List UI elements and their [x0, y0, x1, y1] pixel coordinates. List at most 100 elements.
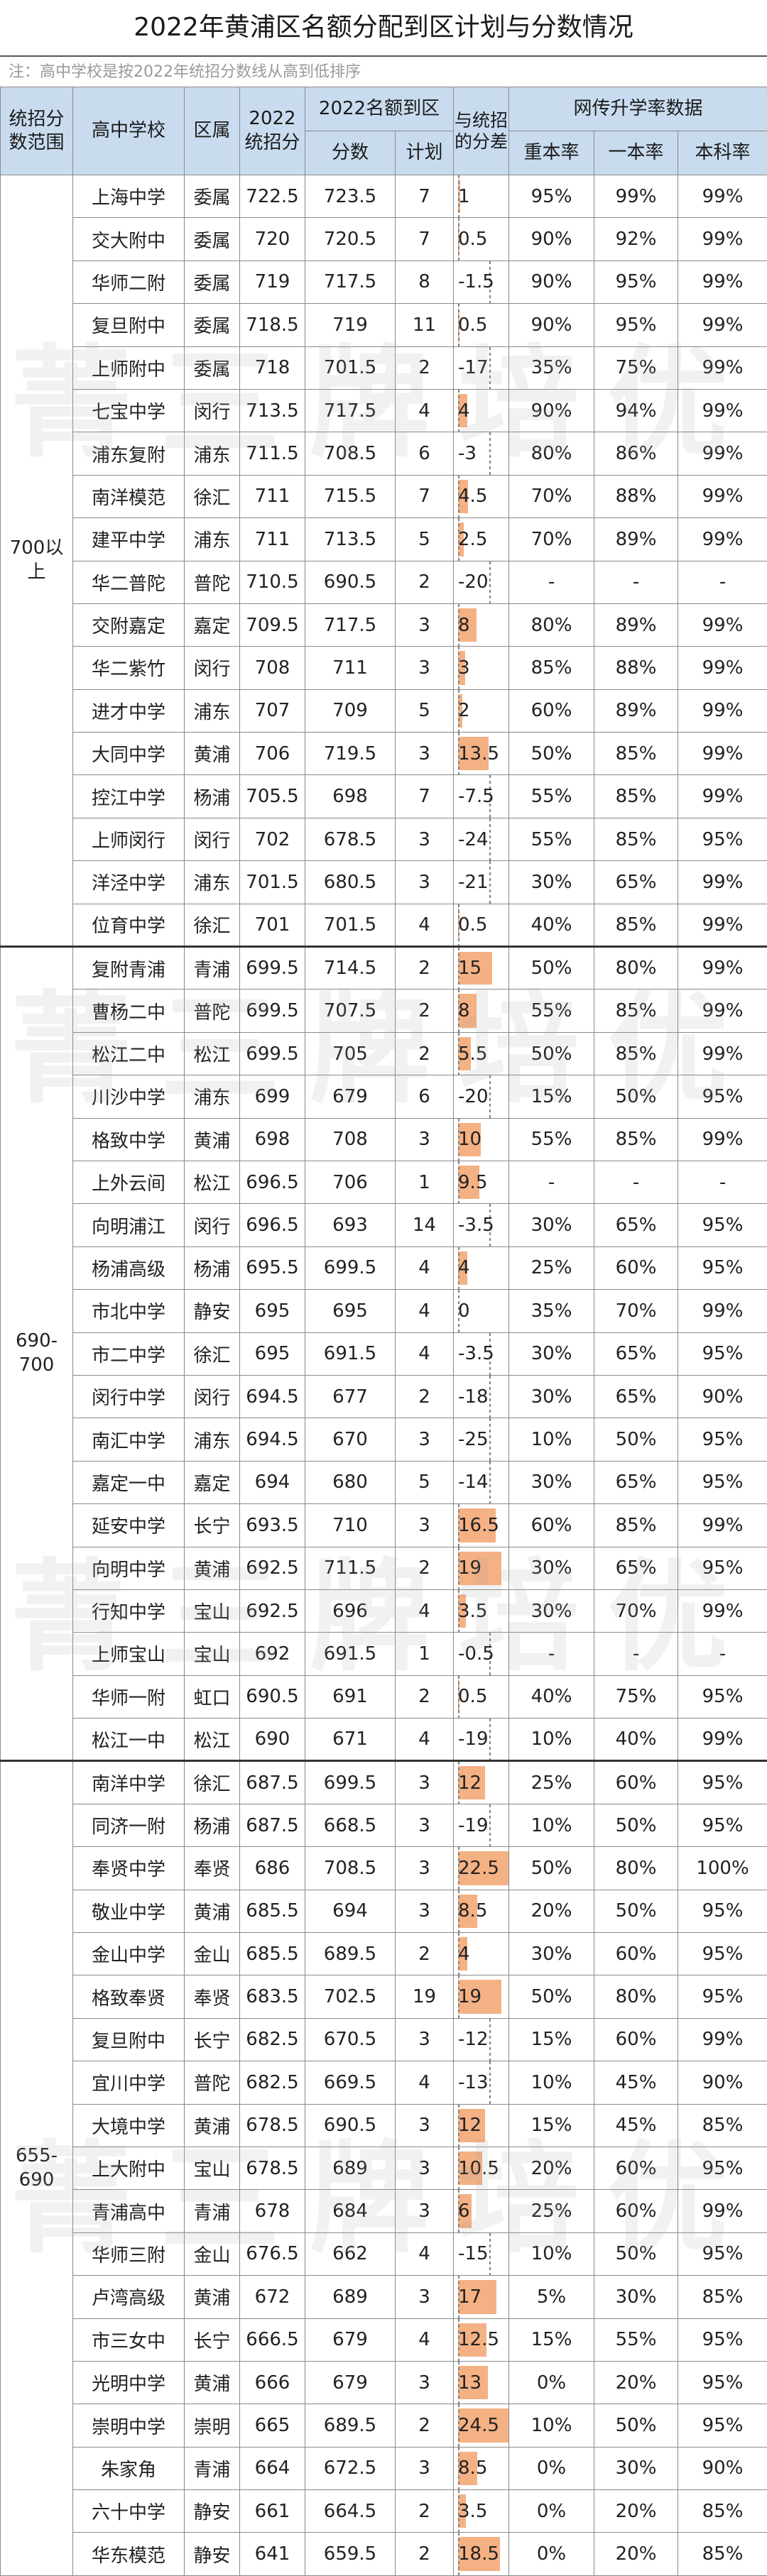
- quota-plan-cell: 4: [396, 1719, 454, 1761]
- rate-ben-cell: 99%: [678, 733, 767, 775]
- district-cell: 普陀: [185, 2061, 240, 2104]
- quota-plan-cell: 2: [396, 2490, 454, 2533]
- rate-first-cell: 89%: [594, 518, 678, 561]
- score-2022-cell: 695.5: [240, 1246, 305, 1289]
- rate-first-cell: 75%: [594, 346, 678, 389]
- diff-value: 0.5: [454, 1686, 487, 1707]
- quota-plan-cell: 6: [396, 1075, 454, 1118]
- diff-value: -20: [454, 1086, 488, 1107]
- rate-ben-cell: 99%: [678, 1504, 767, 1547]
- quota-plan-cell: 7: [396, 775, 454, 818]
- diff-value: -7.5: [454, 786, 494, 807]
- diff-axis-line: [489, 1462, 491, 1503]
- score-2022-cell: 706: [240, 733, 305, 775]
- rate-key-cell: 70%: [509, 475, 594, 517]
- diff-value: 16.5: [454, 1515, 499, 1536]
- school-cell: 奉贤中学: [73, 1847, 185, 1890]
- rate-key-cell: 50%: [509, 1975, 594, 2018]
- quota-plan-cell: 5: [396, 1461, 454, 1503]
- rate-key-cell: 60%: [509, 1504, 594, 1547]
- diff-cell: 13: [454, 2361, 509, 2404]
- score-2022-cell: 722.5: [240, 175, 305, 218]
- header-score-2022: 2022统招分: [240, 87, 305, 175]
- header-school: 高中学校: [73, 87, 185, 175]
- district-cell: 徐汇: [185, 904, 240, 946]
- score-range-cell: 655-690: [1, 1761, 73, 2575]
- rate-key-cell: 25%: [509, 1761, 594, 1804]
- diff-value: -15: [454, 2243, 488, 2264]
- rate-ben-cell: 99%: [678, 947, 767, 990]
- diff-cell: -3.5: [454, 1204, 509, 1246]
- school-cell: 华二紫竹: [73, 647, 185, 689]
- rate-first-cell: 80%: [594, 1847, 678, 1890]
- score-2022-cell: 701: [240, 904, 305, 946]
- district-cell: 青浦: [185, 947, 240, 990]
- diff-axis-line: [489, 1376, 491, 1418]
- header-range: 统招分数范围: [1, 87, 73, 175]
- rate-ben-cell: 99%: [678, 518, 767, 561]
- quota-score-cell: 717.5: [305, 603, 396, 646]
- rate-key-cell: 25%: [509, 1246, 594, 1289]
- quota-score-cell: 701.5: [305, 346, 396, 389]
- rate-key-cell: -: [509, 561, 594, 603]
- rate-ben-cell: 95%: [678, 1761, 767, 1804]
- quota-score-cell: 720.5: [305, 218, 396, 261]
- rate-first-cell: 60%: [594, 1761, 678, 1804]
- rate-ben-cell: 99%: [678, 432, 767, 475]
- rate-key-cell: 90%: [509, 389, 594, 432]
- score-2022-cell: 694.5: [240, 1418, 305, 1461]
- school-cell: 同济一附: [73, 1804, 185, 1846]
- quota-plan-cell: 3: [396, 603, 454, 646]
- quota-plan-cell: 4: [396, 904, 454, 946]
- quota-plan-cell: 4: [396, 2232, 454, 2275]
- diff-value: 13: [454, 2372, 482, 2394]
- diff-value: 4: [454, 400, 470, 422]
- school-cell: 金山中学: [73, 1933, 185, 1975]
- diff-value: 19: [454, 1986, 482, 2007]
- quota-score-cell: 680.5: [305, 861, 396, 904]
- quota-score-cell: 723.5: [305, 175, 396, 218]
- district-cell: 杨浦: [185, 775, 240, 818]
- school-cell: 交附嘉定: [73, 603, 185, 646]
- school-cell: 大境中学: [73, 2104, 185, 2147]
- diff-axis-line: [489, 1075, 491, 1117]
- diff-axis-line: [489, 2019, 491, 2061]
- quota-plan-cell: 3: [396, 1804, 454, 1846]
- rate-ben-cell: 95%: [678, 818, 767, 860]
- rate-key-cell: 90%: [509, 261, 594, 303]
- diff-axis-line: [489, 1719, 491, 1760]
- score-2022-cell: 692: [240, 1633, 305, 1675]
- rate-first-cell: 85%: [594, 818, 678, 860]
- school-cell: 洋泾中学: [73, 861, 185, 904]
- quota-plan-cell: 5: [396, 689, 454, 732]
- quota-score-cell: 690.5: [305, 561, 396, 603]
- rate-key-cell: 55%: [509, 818, 594, 860]
- score-2022-cell: 672: [240, 2276, 305, 2318]
- quota-score-cell: 705: [305, 1032, 396, 1075]
- quota-plan-cell: 3: [396, 2018, 454, 2061]
- diff-value: 8.5: [454, 2457, 487, 2479]
- quota-score-cell: 679: [305, 1075, 396, 1118]
- quota-score-cell: 691.5: [305, 1332, 396, 1375]
- district-cell: 浦东: [185, 1418, 240, 1461]
- quota-plan-cell: 4: [396, 1246, 454, 1289]
- rate-ben-cell: 90%: [678, 1375, 767, 1418]
- district-cell: 黄浦: [185, 2276, 240, 2318]
- rate-ben-cell: 99%: [678, 346, 767, 389]
- district-cell: 浦东: [185, 689, 240, 732]
- diff-value: -25: [454, 1429, 488, 1450]
- diff-cell: -13: [454, 2061, 509, 2104]
- rate-first-cell: 60%: [594, 1246, 678, 1289]
- quota-score-cell: 679: [305, 2318, 396, 2361]
- rate-ben-cell: 99%: [678, 2190, 767, 2232]
- quota-plan-cell: 4: [396, 2318, 454, 2361]
- school-cell: 华师一附: [73, 1675, 185, 1718]
